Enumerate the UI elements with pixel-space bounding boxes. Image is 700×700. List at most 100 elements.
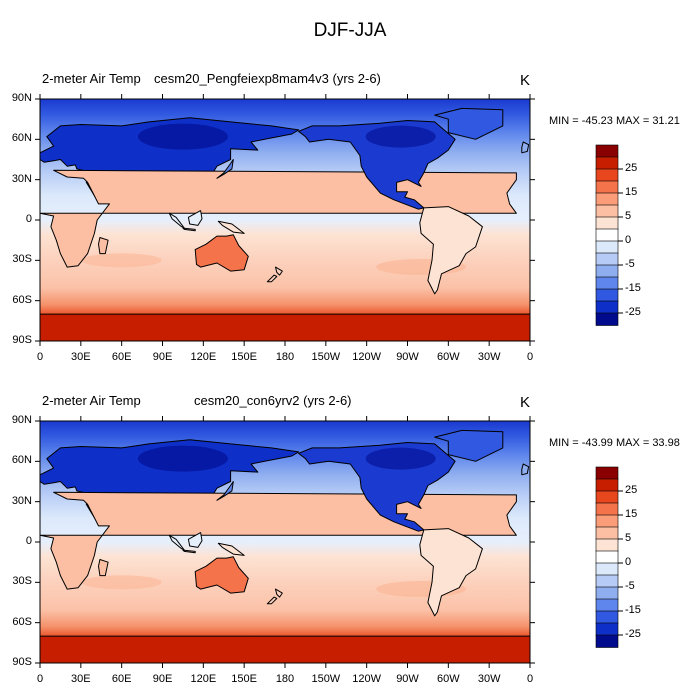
- colorbar-swatch: [595, 586, 619, 600]
- panel-2-cold-core-siberia: [137, 445, 228, 472]
- panel-2-lon-tick-label: 30E: [71, 673, 91, 685]
- panel-2-landmass-sumatra: [168, 534, 185, 551]
- panel-1-cold-core-canada: [365, 125, 436, 148]
- colorbar-swatch: [595, 622, 619, 636]
- panel-1-stats: MIN = -45.23 MAX = 31.21: [549, 115, 680, 127]
- colorbar-swatch: [595, 312, 619, 326]
- panel-1-landmass-new-guinea: [217, 220, 245, 234]
- panel-2-lat-tick-label: 30N: [11, 494, 32, 507]
- panel-2-lon-tick-label: 0: [526, 673, 534, 685]
- panel-1-cold-core-siberia: [137, 123, 228, 150]
- panel-2-lon-tick-label: 60W: [437, 673, 460, 685]
- panel-1-lon-tick-label: 120E: [190, 351, 217, 363]
- panel-2-landmass-antarctica: [39, 635, 531, 664]
- colorbar-swatch: [595, 276, 619, 290]
- panel-2-lat-tick-label: 60S: [12, 615, 32, 628]
- panel-2-lon-tick-label: 120W: [352, 673, 382, 685]
- colorbar-swatch: [595, 634, 619, 648]
- panel-1-lon-tick-label: 60W: [437, 351, 460, 363]
- panel-2-lat-tick-label: 0: [25, 535, 32, 547]
- panel-2-landmass-nz-north: [275, 588, 283, 598]
- colorbar-swatch: [595, 156, 619, 170]
- colorbar-swatch: [595, 240, 619, 254]
- colorbar-swatch: [595, 204, 619, 218]
- panel-1-lon-tick-label: 0: [36, 351, 44, 363]
- panel-1-units: K: [520, 72, 531, 89]
- panel-2-landmass-uk: [521, 463, 530, 476]
- panel-2-warm-anomaly-blob: [81, 575, 162, 590]
- panel-2-lat-tick-label: 90S: [12, 656, 32, 668]
- panel-1-landmass-japan: [216, 159, 234, 179]
- panel-1-colorbar-label: 25: [625, 162, 638, 174]
- panel-1-lon-tick-label: 150E: [231, 351, 257, 363]
- panel-1-landmass-nz-north: [275, 266, 283, 276]
- panel-1-landmass-greenland: [434, 107, 504, 140]
- panel-1-landmass-borneo: [187, 210, 203, 226]
- panel-2-colorbar-label: -25: [625, 628, 641, 640]
- panel-1-landmass-nz-south: [266, 274, 278, 283]
- panel-2-lon-tick-label: 60E: [111, 673, 132, 685]
- colorbar-swatch: [595, 192, 619, 206]
- colorbar-swatch: [595, 288, 619, 302]
- panel-1-colorbar-label: -15: [625, 282, 641, 294]
- panel-2-lon-tick-label: 180: [275, 673, 295, 685]
- panel-1-lon-tick-label: 90W: [396, 351, 419, 363]
- panel-1-warm-anomaly-blob: [81, 253, 162, 268]
- panel-1-landmass-madagascar: [98, 237, 109, 255]
- colorbar-swatch: [595, 264, 619, 278]
- colorbar-swatch: [595, 574, 619, 588]
- panel-2-stats: MIN = -43.99 MAX = 33.98: [549, 437, 680, 449]
- colorbar-swatch: [595, 514, 619, 528]
- panel-1-lon-tick-label: 90E: [152, 351, 173, 363]
- panel-2-lon-tick-label: 90W: [396, 673, 419, 685]
- panel-1-colorbar-label: 15: [625, 186, 638, 198]
- colorbar-swatch: [595, 598, 619, 612]
- colorbar-swatch: [595, 180, 619, 194]
- panel-2-landmass-borneo: [187, 532, 203, 548]
- panel-2-landmass-indonesia-java: [182, 549, 196, 554]
- panel-2-colorbar-label: 15: [625, 508, 638, 520]
- panel-1-lon-tick-label: 180: [275, 351, 295, 363]
- panel-1-variable: 2-meter Air Temp: [42, 71, 141, 86]
- colorbar-swatch: [595, 466, 619, 480]
- panel-2-lon-tick-label: 90E: [152, 673, 173, 685]
- panel-2-units: K: [520, 394, 531, 411]
- panel-2-colorbar-label: 25: [625, 484, 638, 496]
- panel-2-cold-core-canada: [365, 447, 436, 470]
- panel-1-case: cesm20_Pengfeiexp8mam4v3 (yrs 2-6): [154, 71, 381, 86]
- panel-1-landmass-uk: [521, 141, 530, 154]
- panel-1-lon-tick-label: 60E: [111, 351, 132, 363]
- panel-1-lon-tick-label: 120W: [352, 351, 382, 363]
- panel-1-lon-tick-label: 30E: [71, 351, 91, 363]
- figure-title: DJF-JJA: [313, 20, 387, 41]
- colorbar-swatch: [595, 300, 619, 314]
- panel-1-lat-tick-label: 30N: [11, 172, 32, 185]
- colorbar-swatch: [595, 144, 619, 158]
- panel-1-lon-tick-label: 0: [526, 351, 534, 363]
- panel-2-landmass-nz-south: [266, 596, 278, 605]
- panel-1-colorbar-label: 5: [625, 210, 632, 222]
- panel-1-lat-tick-label: 60N: [11, 132, 32, 145]
- panel-1-colorbar-label: -5: [625, 258, 635, 270]
- panel-2-landmass-greenland: [434, 429, 504, 462]
- colorbar-swatch: [595, 252, 619, 266]
- panel-1-colorbar-label: 0: [625, 234, 632, 246]
- colorbar-swatch: [595, 502, 619, 516]
- colorbar-swatch: [595, 168, 619, 182]
- colorbar-swatch: [595, 228, 619, 242]
- panel-2-landmass-new-guinea: [217, 542, 245, 556]
- panel-2-case: cesm20_con6yrv2 (yrs 2-6): [194, 393, 352, 408]
- colorbar-swatch: [595, 526, 619, 540]
- panel-1-lat-tick-label: 90N: [11, 92, 32, 104]
- colorbar-swatch: [595, 562, 619, 576]
- panel-2-colorbar-label: -15: [625, 604, 641, 616]
- panel-2-landmass-japan: [216, 481, 234, 501]
- panel-2-lon-tick-label: 150E: [231, 673, 257, 685]
- panel-2-lon-tick-label: 150W: [311, 673, 341, 685]
- panel-2-lon-tick-label: 30W: [477, 673, 501, 685]
- panel-1-lat-tick-label: 0: [25, 213, 32, 225]
- panel-1-landmass-indonesia-java: [182, 227, 196, 232]
- panel-2-lon-tick-label: 120E: [190, 673, 217, 685]
- panel-2-colorbar-label: 0: [625, 556, 632, 568]
